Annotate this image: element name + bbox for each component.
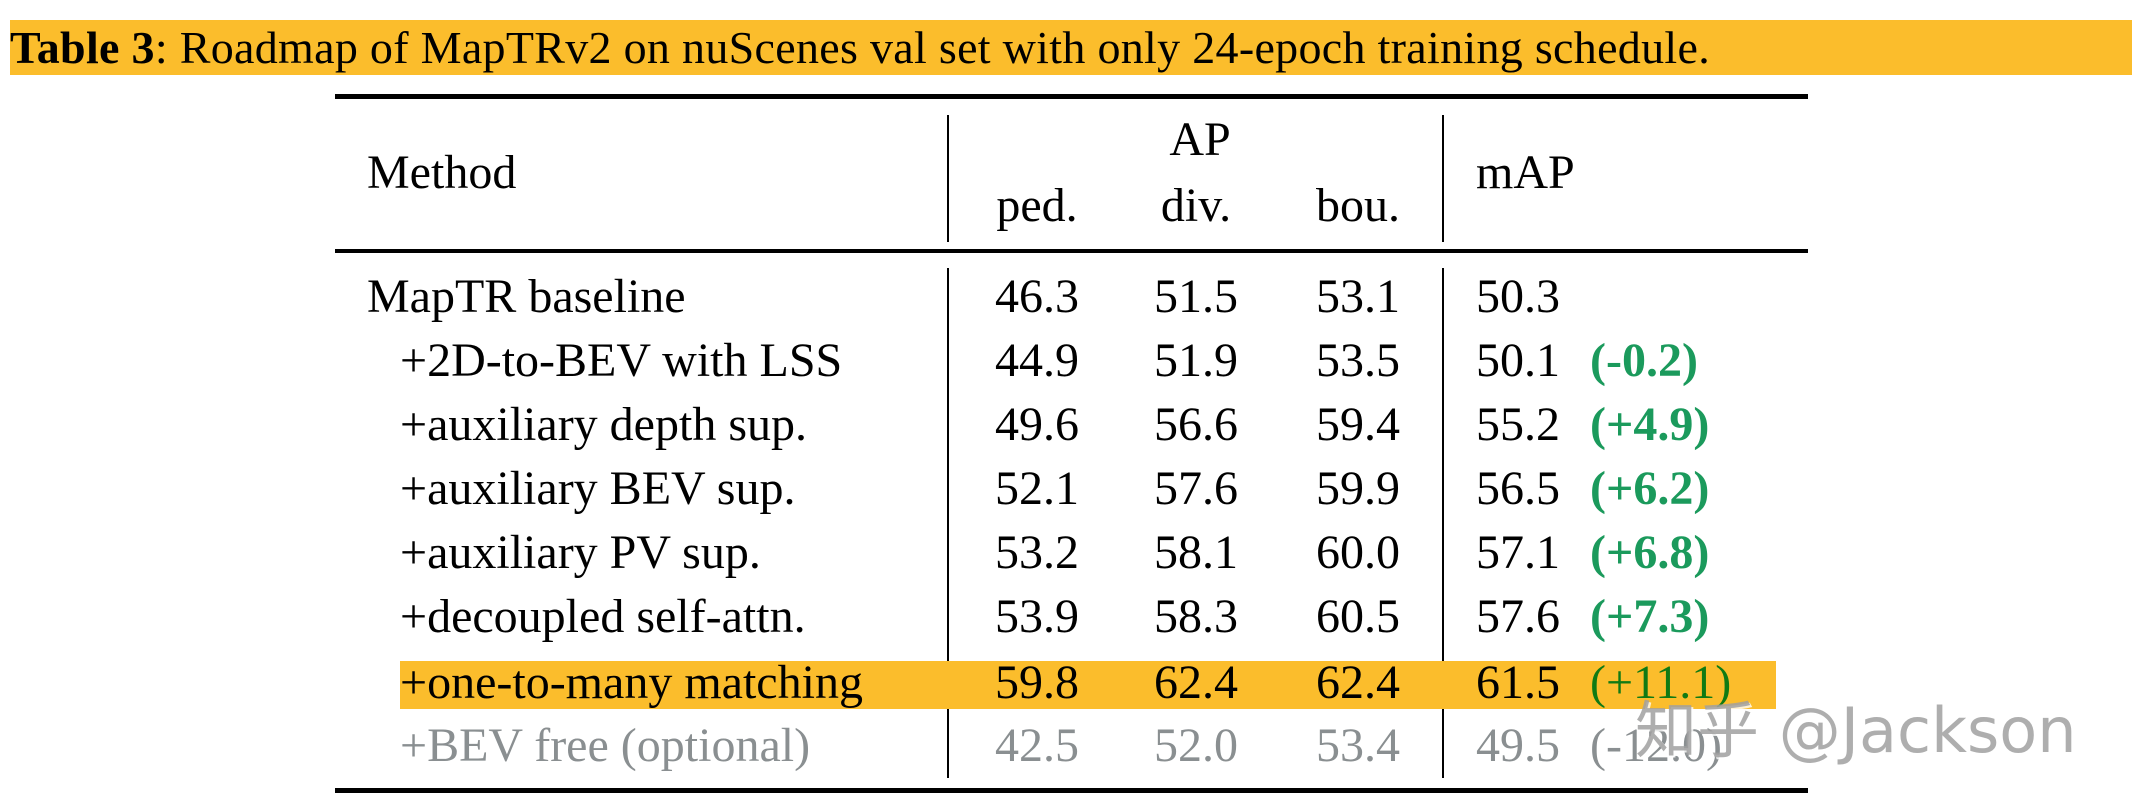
highlight-row-background — [400, 661, 1776, 709]
row-delta: (+11.1) — [1590, 656, 1732, 709]
row-map: 50.1 — [1476, 334, 1560, 387]
row-method: +BEV free (optional) — [400, 719, 811, 772]
row-ped: 59.8 — [995, 656, 1079, 709]
row-bou: 53.5 — [1316, 334, 1400, 387]
row-div: 51.9 — [1154, 334, 1238, 387]
column-divider-2-header — [1442, 115, 1444, 242]
row-div: 51.5 — [1154, 270, 1238, 323]
row-ped: 49.6 — [995, 398, 1079, 451]
bottom-rule — [335, 788, 1808, 793]
row-method: MapTR baseline — [367, 270, 686, 323]
row-ped: 52.1 — [995, 462, 1079, 515]
row-delta: (+6.8) — [1590, 526, 1710, 579]
column-divider-1-header — [947, 115, 949, 242]
row-delta: (-0.2) — [1590, 334, 1698, 387]
column-divider-2-body — [1442, 268, 1444, 778]
row-map: 55.2 — [1476, 398, 1560, 451]
row-map: 56.5 — [1476, 462, 1560, 515]
table-caption: Table 3: Roadmap of MapTRv2 on nuScenes … — [10, 20, 2132, 75]
row-delta: (+4.9) — [1590, 398, 1710, 451]
row-bou: 60.0 — [1316, 526, 1400, 579]
row-div: 62.4 — [1154, 656, 1238, 709]
top-rule — [335, 94, 1808, 99]
row-delta: (+7.3) — [1590, 590, 1710, 643]
row-delta: (+6.2) — [1590, 462, 1710, 515]
header-map: mAP — [1476, 146, 1575, 199]
row-div: 58.1 — [1154, 526, 1238, 579]
row-ped: 53.2 — [995, 526, 1079, 579]
row-div: 52.0 — [1154, 719, 1238, 772]
caption-text: : Roadmap of MapTRv2 on nuScenes val set… — [154, 22, 1710, 73]
row-map: 61.5 — [1476, 656, 1560, 709]
row-map: 57.6 — [1476, 590, 1560, 643]
header-method: Method — [367, 146, 517, 199]
row-method: +one-to-many matching — [400, 656, 863, 709]
column-divider-1-body — [947, 268, 949, 778]
row-method: +decoupled self-attn. — [400, 590, 806, 643]
row-bou: 59.9 — [1316, 462, 1400, 515]
header-ped: ped. — [996, 179, 1078, 232]
row-method: +auxiliary PV sup. — [400, 526, 761, 579]
row-method: +2D-to-BEV with LSS — [400, 334, 843, 387]
row-map: 57.1 — [1476, 526, 1560, 579]
row-method: +auxiliary BEV sup. — [400, 462, 796, 515]
row-ped: 42.5 — [995, 719, 1079, 772]
row-bou: 53.1 — [1316, 270, 1400, 323]
row-div: 56.6 — [1154, 398, 1238, 451]
row-ped: 53.9 — [995, 590, 1079, 643]
row-delta: (-12.0) — [1590, 719, 1722, 772]
row-bou: 60.5 — [1316, 590, 1400, 643]
caption-label: Table 3 — [10, 22, 155, 73]
row-map: 49.5 — [1476, 719, 1560, 772]
row-map: 50.3 — [1476, 270, 1560, 323]
row-div: 58.3 — [1154, 590, 1238, 643]
row-bou: 62.4 — [1316, 656, 1400, 709]
header-div: div. — [1160, 179, 1232, 232]
row-div: 57.6 — [1154, 462, 1238, 515]
row-ped: 46.3 — [995, 270, 1079, 323]
header-rule — [335, 249, 1808, 253]
row-method: +auxiliary depth sup. — [400, 398, 807, 451]
watermark: 知乎 @Jackson — [1635, 694, 2077, 767]
row-bou: 53.4 — [1316, 719, 1400, 772]
header-ap: AP — [1169, 113, 1231, 166]
row-ped: 44.9 — [995, 334, 1079, 387]
row-bou: 59.4 — [1316, 398, 1400, 451]
header-bou: bou. — [1316, 179, 1400, 232]
